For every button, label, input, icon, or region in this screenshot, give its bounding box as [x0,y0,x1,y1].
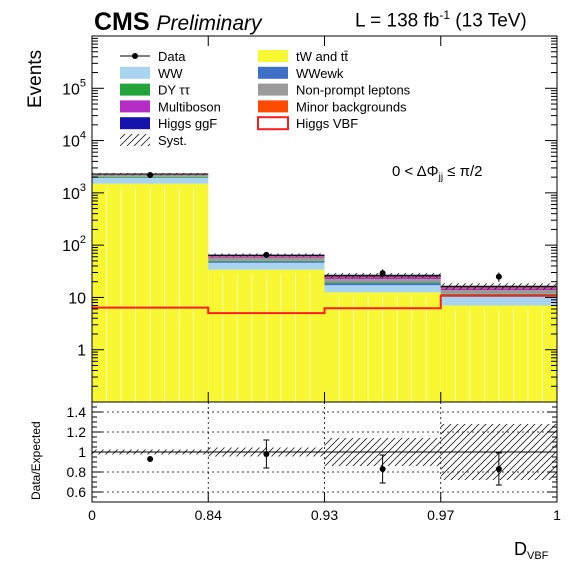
ratio-point [263,451,270,457]
stack-bar [440,290,557,294]
legend-label: Syst. [158,133,187,148]
stack-bar [92,177,209,184]
stack-ww [92,177,557,306]
legend-entry: Minor backgrounds [258,99,407,114]
legend-swatch [257,116,289,131]
x-tick-label: 0.97 [427,507,454,523]
legend-label: Minor backgrounds [296,99,407,114]
legend-entry: tW and tt̄ [258,49,348,64]
stack-bar [324,282,441,284]
stack-bar [440,296,557,306]
y-tick-label: 104 [62,130,86,151]
signal-histogram [92,294,557,315]
ratio-y-tick-label: 1 [78,444,86,460]
legend-label: Non-prompt leptons [296,83,411,98]
ratio-y-tick-label: 1.4 [67,404,87,420]
legend-label: DY ττ [158,83,191,98]
fill-texture [106,187,543,402]
legend-entry: Higgs ggF [120,116,217,131]
ratio-point [379,466,386,472]
lumi-exponent: -1 [439,8,451,22]
legend-label: WWewk [296,66,344,81]
legend-entry: WWewk [258,66,344,81]
legend-label: Higgs VBF [296,116,358,131]
legend-label: Higgs ggF [158,116,217,131]
legend-label: WW [158,66,183,81]
stack-bar [208,261,325,263]
legend-swatch [120,100,150,113]
syst-band [440,283,557,290]
legend-label: tW and tt̄ [296,49,348,64]
luminosity-label: L = 138 fb-1 (13 TeV) [355,8,527,32]
legend-entry: Multiboson [120,99,221,114]
ratio-point [147,456,154,462]
main-panel: 1 10 102 103 104 105 [62,35,558,403]
legend-swatch [120,83,150,96]
main-y-label: Events [25,50,46,108]
y-tick-label: 1 [77,343,86,360]
lumi-suffix: (13 TeV) [450,10,527,32]
lumi-prefix: L = 138 fb [355,10,440,32]
stack-bar [208,260,325,262]
data-point [147,171,154,178]
stack-bar [324,283,441,286]
legend-swatch [258,83,288,96]
stack-bar [440,293,557,295]
x-tick-label: 0.93 [311,507,338,523]
legend-swatch [258,100,288,113]
legend-label: Multiboson [158,99,221,114]
legend-swatch [120,117,150,130]
x-axis-label: DVBF [514,539,549,562]
x-tick-label: 1 [553,507,561,523]
ratio-y-tick-label: 0.8 [67,464,87,480]
y-tick-label: 102 [62,234,86,255]
legend-entry: Non-prompt leptons [258,83,411,98]
ratio-y-label: Data/Expected [29,421,43,500]
data-point [379,270,386,277]
y-tick-label: 10 [68,290,86,307]
region-label: 0 < ΔΦjj ≤ π/2 [392,163,483,183]
ratio-y-tick-label: 1.2 [67,424,87,440]
data-point [263,251,270,258]
legend-entry: Syst. [120,133,187,148]
stack-bar [324,277,441,280]
stack-bar [324,285,441,293]
legend-entry: Data [120,49,186,64]
ratio-y-tick-label: 0.6 [67,484,87,500]
experiment-name: CMS [94,8,150,36]
legend-swatch [120,134,150,146]
stack-bar [208,257,325,261]
stack-bar [324,279,441,283]
cms-label: CMS Preliminary [94,8,262,37]
legend-entry: Higgs VBF [257,116,358,131]
x-tick-label: 0.84 [195,507,222,523]
data-point [495,273,502,280]
stack-bar [208,262,325,270]
y-tick-label: 103 [62,182,86,203]
legend-entry: DY ττ [120,83,191,98]
legend-entry: WW [120,66,183,81]
legend-swatch [258,50,288,62]
legend-label: Data [158,49,186,64]
y-tick-label: 105 [62,77,86,98]
legend-data-marker [132,53,138,59]
preliminary-label: Preliminary [156,12,262,35]
legend-swatch [120,66,150,79]
ratio-point [495,466,502,472]
legend-swatch [258,66,288,79]
x-tick-label: 0 [88,507,96,523]
ratio-panel: 0.6 0.8 1 1.2 1.4 0 0.84 0.93 0.97 1 [67,401,561,523]
